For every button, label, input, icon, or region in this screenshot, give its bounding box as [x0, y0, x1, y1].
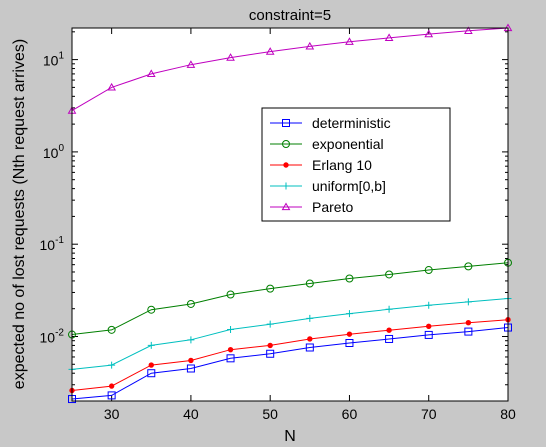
y-axis-label: expected no of lost requests (Nth reques… [11, 39, 28, 389]
y-tick-label: 10-1 [40, 235, 65, 253]
series-line [71, 262, 509, 335]
data-point [147, 341, 155, 349]
data-point [108, 361, 116, 369]
legend-entry: exponential [270, 136, 384, 152]
data-point [266, 284, 275, 293]
data-point [345, 310, 353, 318]
data-point [307, 336, 313, 342]
data-point [386, 327, 392, 333]
data-point [281, 202, 291, 211]
data-point [266, 349, 275, 358]
x-axis-label: N [284, 428, 296, 445]
data-point [107, 82, 116, 91]
legend-label: uniform[0,b] [312, 178, 386, 194]
data-point [283, 162, 289, 168]
data-point [282, 119, 290, 127]
data-point [282, 140, 290, 148]
y-tick-label: 10-2 [40, 327, 65, 345]
data-point [425, 301, 433, 309]
series-line [71, 327, 509, 400]
data-point [147, 305, 156, 314]
data-point [424, 266, 433, 275]
x-tick-label: 50 [262, 406, 278, 422]
data-point [148, 362, 154, 368]
data-point [464, 262, 473, 271]
data-point [464, 327, 473, 336]
data-point [226, 53, 235, 61]
x-tick-label: 30 [104, 406, 120, 422]
data-point [108, 383, 115, 389]
data-point [384, 33, 394, 41]
data-point [424, 29, 434, 38]
data-point [464, 298, 472, 306]
data-point [282, 182, 290, 190]
data-point [107, 325, 116, 334]
data-point [186, 364, 195, 373]
legend-label: deterministic [312, 115, 391, 131]
data-point [186, 299, 195, 308]
data-point [385, 270, 394, 279]
chart-title: constraint=5 [249, 7, 331, 24]
series-line [71, 298, 509, 370]
data-point [385, 334, 394, 343]
data-point [345, 274, 354, 283]
data-point [346, 331, 353, 337]
y-tick-label: 101 [43, 51, 65, 69]
legend-entry: Pareto [270, 199, 353, 215]
data-point [188, 357, 194, 364]
data-point [226, 290, 235, 299]
data-point [306, 314, 314, 322]
legend-entry: uniform[0,b] [270, 178, 386, 194]
x-tick-label: 40 [183, 406, 199, 422]
plot-frame [71, 27, 509, 402]
data-point [465, 320, 472, 326]
legend: deterministic exponential Erlang 10 uniform… [261, 107, 451, 222]
data-point [146, 69, 156, 78]
data-point [426, 323, 432, 329]
data-point [305, 41, 315, 50]
x-tick-label: 70 [421, 406, 437, 422]
data-point [107, 391, 116, 400]
y-tick-label: 100 [43, 143, 65, 161]
x-tick-label: 60 [342, 406, 358, 422]
legend-entry: Erlang 10 [270, 157, 372, 173]
data-point [226, 354, 235, 363]
data-point [385, 305, 393, 313]
data-point [227, 326, 235, 334]
data-point [345, 339, 354, 348]
legend-label: exponential [312, 136, 384, 152]
data-point [266, 320, 274, 328]
data-point [187, 336, 195, 344]
series-line [71, 27, 509, 112]
data-point [305, 343, 314, 352]
data-point [345, 37, 354, 45]
data-point [186, 60, 196, 68]
legend-entry: deterministic [270, 115, 391, 131]
legend-label: Pareto [312, 199, 353, 215]
data-point [305, 279, 314, 288]
series-uniform-0-b- [68, 294, 512, 373]
data-point [424, 330, 433, 339]
data-point [147, 369, 156, 378]
data-point [227, 346, 234, 353]
data-point [265, 47, 275, 55]
data-point [464, 26, 473, 34]
x-tick-label: 80 [500, 406, 516, 422]
data-point [267, 342, 273, 349]
series-line [71, 319, 509, 391]
legend-label: Erlang 10 [312, 157, 372, 173]
